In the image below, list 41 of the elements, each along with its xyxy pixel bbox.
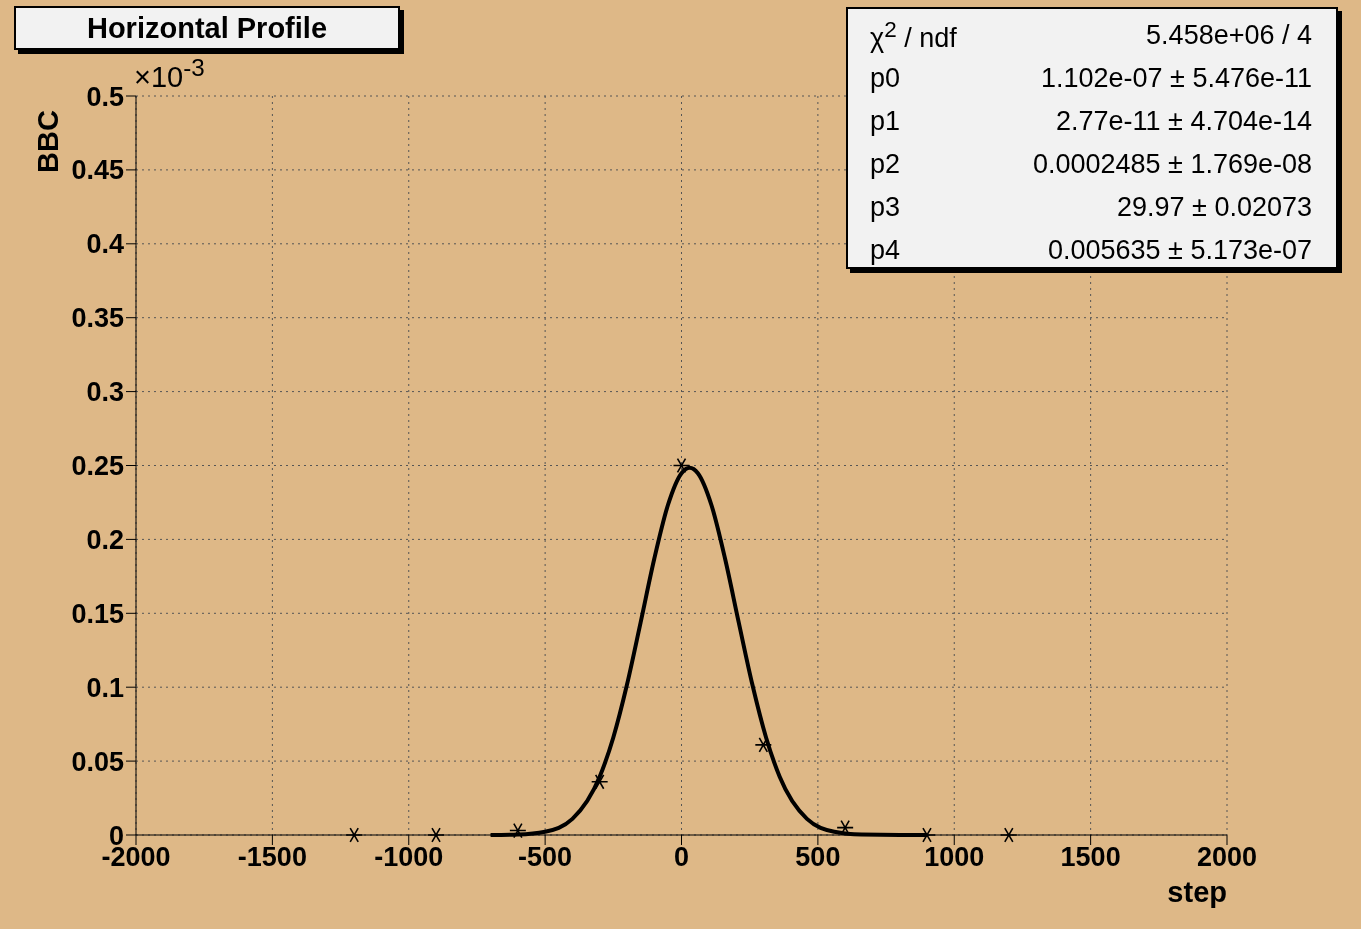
annotation: p2 bbox=[870, 148, 901, 180]
point bbox=[509, 822, 527, 839]
annotation: p3 bbox=[870, 191, 901, 223]
y-tick-label: 0.3 bbox=[86, 377, 124, 408]
y-tick-label: 0.35 bbox=[71, 303, 124, 334]
annotation: 2.77e-11 ± 4.704e-14 bbox=[1055, 105, 1312, 137]
x-tick-label: 500 bbox=[795, 842, 841, 873]
annotation: p1 bbox=[870, 105, 901, 137]
text: 5.458e+06 / 4 bbox=[1146, 19, 1312, 51]
y-tick-label: 0.25 bbox=[71, 451, 124, 482]
text: χ$^{2}$ / ndf bbox=[870, 16, 957, 54]
x-tick-label: -1500 bbox=[237, 842, 307, 873]
point bbox=[345, 827, 363, 843]
y-tick-label: 0.1 bbox=[86, 672, 124, 703]
point bbox=[427, 827, 445, 843]
y-tick-label: 0.2 bbox=[86, 524, 124, 555]
annotation: 0.005635 ± 5.173e-07 bbox=[1047, 234, 1312, 266]
text: ×10$^{-3}$ bbox=[134, 54, 205, 94]
y-tick-label: 0.4 bbox=[86, 229, 124, 260]
x-tick-label: 2000 bbox=[1196, 842, 1258, 873]
text: 1.102e-07 ± 5.476e-11 bbox=[1040, 62, 1312, 94]
annotation: 0.0002485 ± 1.769e-08 bbox=[1032, 148, 1312, 180]
y-tick-label: 0.15 bbox=[71, 598, 124, 629]
chart-title: Horizontal Profile bbox=[14, 6, 400, 50]
y-tick-label: 0.45 bbox=[71, 155, 124, 186]
x-axis-title: step bbox=[1167, 876, 1227, 909]
annotation: p4 bbox=[870, 234, 901, 266]
x-tick-label: 1500 bbox=[1060, 842, 1121, 873]
x-tick-label: 0 bbox=[673, 842, 690, 873]
y-tick-label: 0.05 bbox=[71, 746, 124, 777]
annotation: 29.97 ± 0.02073 bbox=[1117, 191, 1312, 223]
y-tick-label: 0.5 bbox=[86, 81, 124, 112]
text: p0 bbox=[870, 62, 901, 94]
x-tick-label: -500 bbox=[518, 842, 573, 873]
point bbox=[754, 737, 773, 753]
point bbox=[590, 774, 609, 790]
point bbox=[672, 457, 691, 474]
x-tick-label: -1000 bbox=[374, 842, 444, 873]
x-tick-label: 1000 bbox=[924, 842, 985, 873]
point bbox=[1000, 827, 1018, 843]
y-axis-title: BBC bbox=[32, 110, 65, 173]
